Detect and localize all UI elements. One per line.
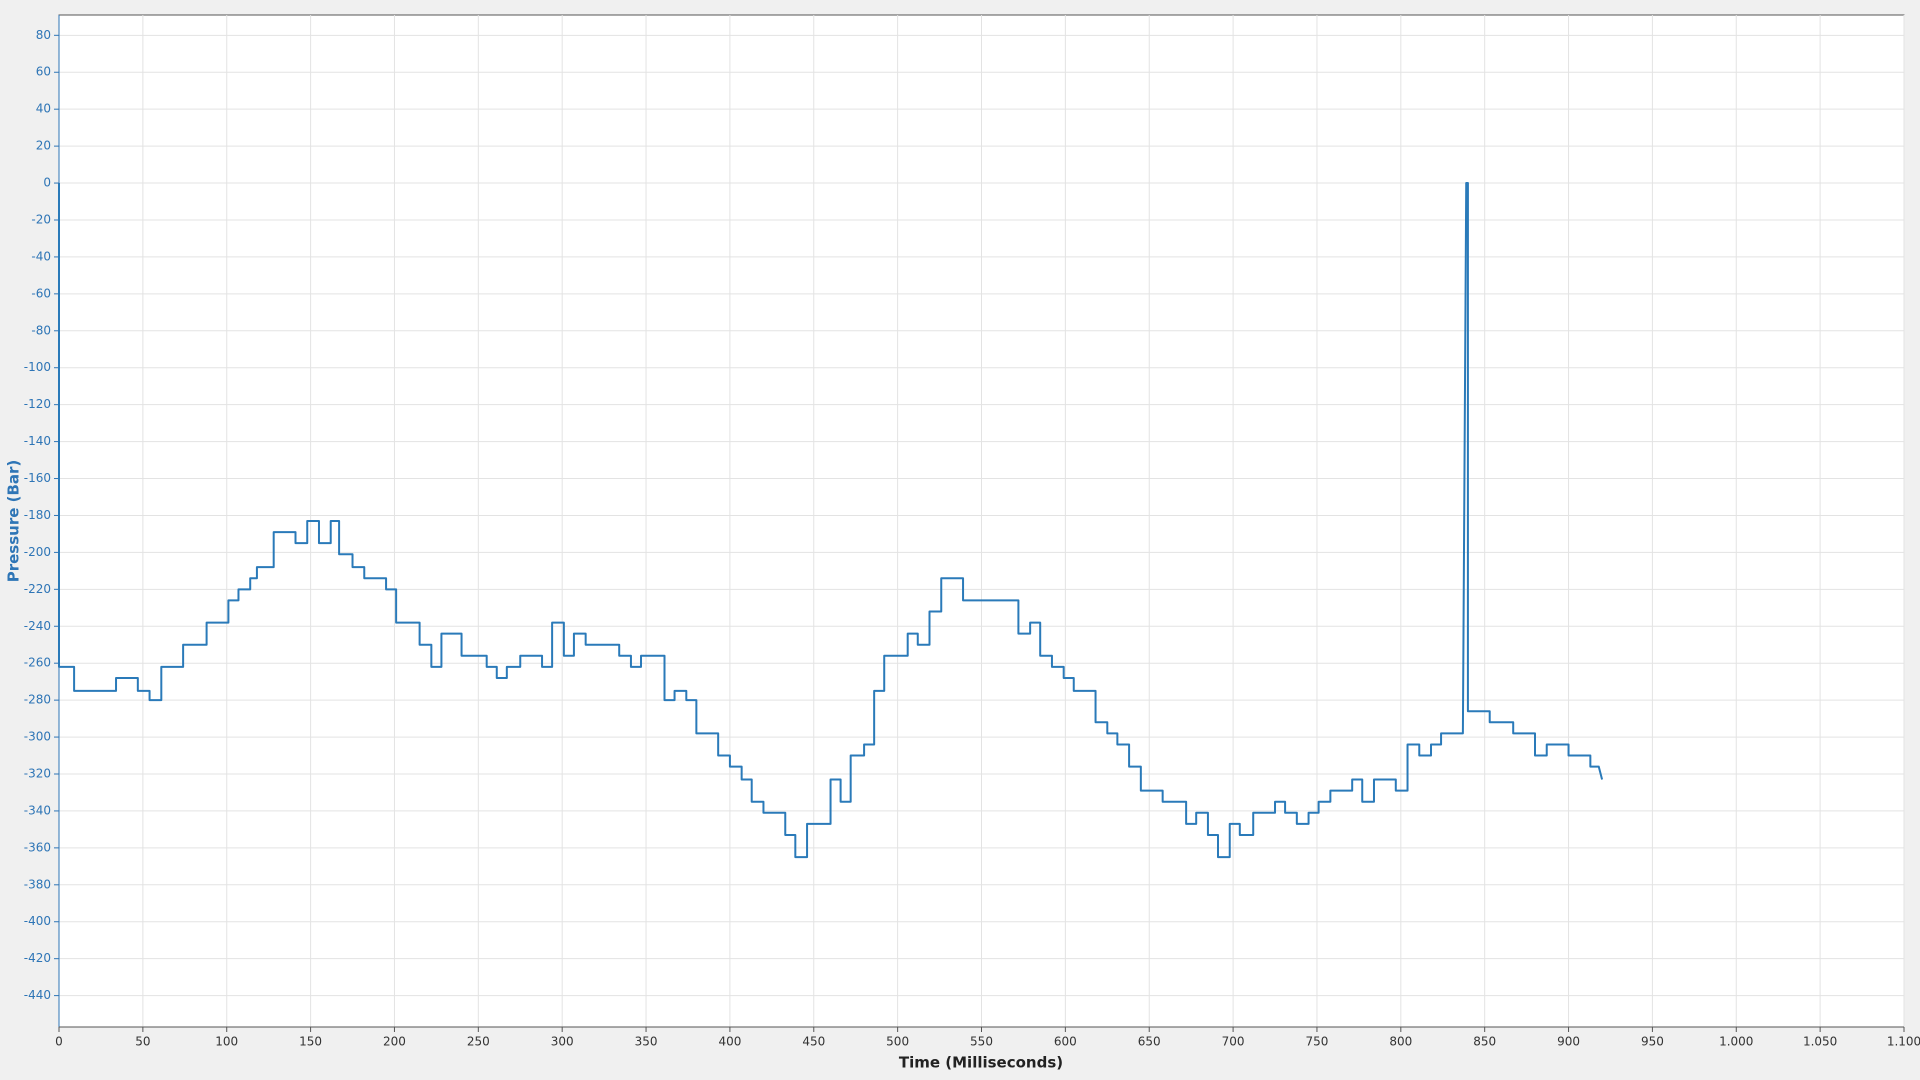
x-tick-label: 650 [1138, 1035, 1161, 1049]
y-tick-label: -380 [24, 877, 51, 891]
y-tick-label: -400 [24, 914, 51, 928]
y-tick-label: -180 [24, 508, 51, 522]
y-tick-label: -20 [31, 212, 51, 226]
y-tick-label: -80 [31, 323, 51, 337]
x-tick-label: 600 [1054, 1035, 1077, 1049]
y-axis-label: Pressure (Bar) [5, 460, 23, 583]
x-tick-label: 900 [1557, 1035, 1580, 1049]
y-tick-label: 80 [36, 28, 51, 42]
y-tick-label: -340 [24, 803, 51, 817]
x-tick-label: 400 [718, 1035, 741, 1049]
y-tick-label: -200 [24, 545, 51, 559]
x-tick-label: 250 [467, 1035, 490, 1049]
y-tick-label: -160 [24, 471, 51, 485]
y-tick-label: -120 [24, 397, 51, 411]
x-tick-label: 700 [1222, 1035, 1245, 1049]
x-tick-label: 1.050 [1803, 1035, 1837, 1049]
y-tick-label: -40 [31, 249, 51, 263]
x-tick-label: 1.100 [1887, 1035, 1920, 1049]
y-tick-label: -280 [24, 693, 51, 707]
y-tick-label: -260 [24, 656, 51, 670]
y-tick-label: -100 [24, 360, 51, 374]
x-tick-label: 100 [215, 1035, 238, 1049]
x-tick-label: 550 [970, 1035, 993, 1049]
x-tick-label: 200 [383, 1035, 406, 1049]
x-tick-label: 50 [135, 1035, 150, 1049]
x-tick-label: 500 [886, 1035, 909, 1049]
x-tick-label: 800 [1389, 1035, 1412, 1049]
y-tick-label: 20 [36, 139, 51, 153]
y-tick-label: -240 [24, 619, 51, 633]
x-tick-label: 850 [1473, 1035, 1496, 1049]
x-tick-label: 0 [55, 1035, 63, 1049]
x-tick-label: 950 [1641, 1035, 1664, 1049]
x-tick-label: 300 [551, 1035, 574, 1049]
y-tick-label: -300 [24, 730, 51, 744]
y-tick-label: 40 [36, 102, 51, 116]
y-tick-label: -360 [24, 840, 51, 854]
x-tick-label: 150 [299, 1035, 322, 1049]
x-axis-label: Time (Milliseconds) [899, 1054, 1063, 1072]
x-tick-label: 1.000 [1719, 1035, 1753, 1049]
y-tick-label: 60 [36, 65, 51, 79]
y-tick-label: -320 [24, 767, 51, 781]
y-tick-label: -420 [24, 951, 51, 965]
data-line [58, 182, 1604, 859]
y-tick-label: -440 [24, 988, 51, 1002]
y-tick-label: 0 [43, 176, 51, 190]
y-tick-label: -140 [24, 434, 51, 448]
y-tick-label: -220 [24, 582, 51, 596]
y-tick-label: -60 [31, 286, 51, 300]
x-tick-label: 350 [635, 1035, 658, 1049]
x-tick-label: 750 [1306, 1035, 1329, 1049]
x-tick-label: 450 [802, 1035, 825, 1049]
